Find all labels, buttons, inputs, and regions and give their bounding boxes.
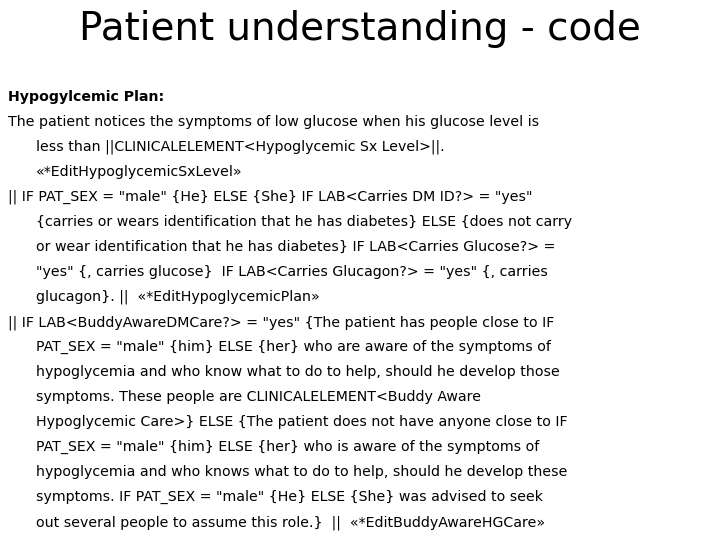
Text: hypoglycemia and who knows what to do to help, should he develop these: hypoglycemia and who knows what to do to… bbox=[36, 465, 567, 479]
Text: The patient notices the symptoms of low glucose when his glucose level is: The patient notices the symptoms of low … bbox=[8, 115, 539, 129]
Text: Patient understanding - code: Patient understanding - code bbox=[79, 10, 641, 48]
Text: Hypoglycemic Care>} ELSE {The patient does not have anyone close to IF: Hypoglycemic Care>} ELSE {The patient do… bbox=[36, 415, 567, 429]
Text: PAT_SEX = "male" {him} ELSE {her} who is aware of the symptoms of: PAT_SEX = "male" {him} ELSE {her} who is… bbox=[36, 440, 539, 454]
Text: glucagon}. ||  «*EditHypoglycemicPlan»: glucagon}. || «*EditHypoglycemicPlan» bbox=[36, 290, 320, 305]
Text: PAT_SEX = "male" {him} ELSE {her} who are aware of the symptoms of: PAT_SEX = "male" {him} ELSE {her} who ar… bbox=[36, 340, 551, 354]
Text: less than ||CLINICALELEMENT<Hypoglycemic Sx Level>||.: less than ||CLINICALELEMENT<Hypoglycemic… bbox=[36, 140, 445, 154]
Text: || IF PAT_SEX = "male" {He} ELSE {She} IF LAB<Carries DM ID?> = "yes": || IF PAT_SEX = "male" {He} ELSE {She} I… bbox=[8, 190, 533, 205]
Text: {carries or wears identification that he has diabetes} ELSE {does not carry: {carries or wears identification that he… bbox=[36, 215, 572, 229]
Text: symptoms. IF PAT_SEX = "male" {He} ELSE {She} was advised to seek: symptoms. IF PAT_SEX = "male" {He} ELSE … bbox=[36, 490, 543, 504]
Text: «*EditHypoglycemicSxLevel»: «*EditHypoglycemicSxLevel» bbox=[36, 165, 243, 179]
Text: || IF LAB<BuddyAwareDMCare?> = "yes" {The patient has people close to IF: || IF LAB<BuddyAwareDMCare?> = "yes" {Th… bbox=[8, 315, 554, 329]
Text: symptoms. These people are CLINICALELEMENT<Buddy Aware: symptoms. These people are CLINICALELEME… bbox=[36, 390, 481, 404]
Text: Hypogylcemic Plan:: Hypogylcemic Plan: bbox=[8, 90, 164, 104]
Text: "yes" {, carries glucose}  IF LAB<Carries Glucagon?> = "yes" {, carries: "yes" {, carries glucose} IF LAB<Carries… bbox=[36, 265, 548, 279]
Text: or wear identification that he has diabetes} IF LAB<Carries Glucose?> =: or wear identification that he has diabe… bbox=[36, 240, 555, 254]
Text: out several people to assume this role.}  ||  «*EditBuddyAwareHGCare»: out several people to assume this role.}… bbox=[36, 515, 545, 530]
Text: hypoglycemia and who know what to do to help, should he develop those: hypoglycemia and who know what to do to … bbox=[36, 365, 559, 379]
